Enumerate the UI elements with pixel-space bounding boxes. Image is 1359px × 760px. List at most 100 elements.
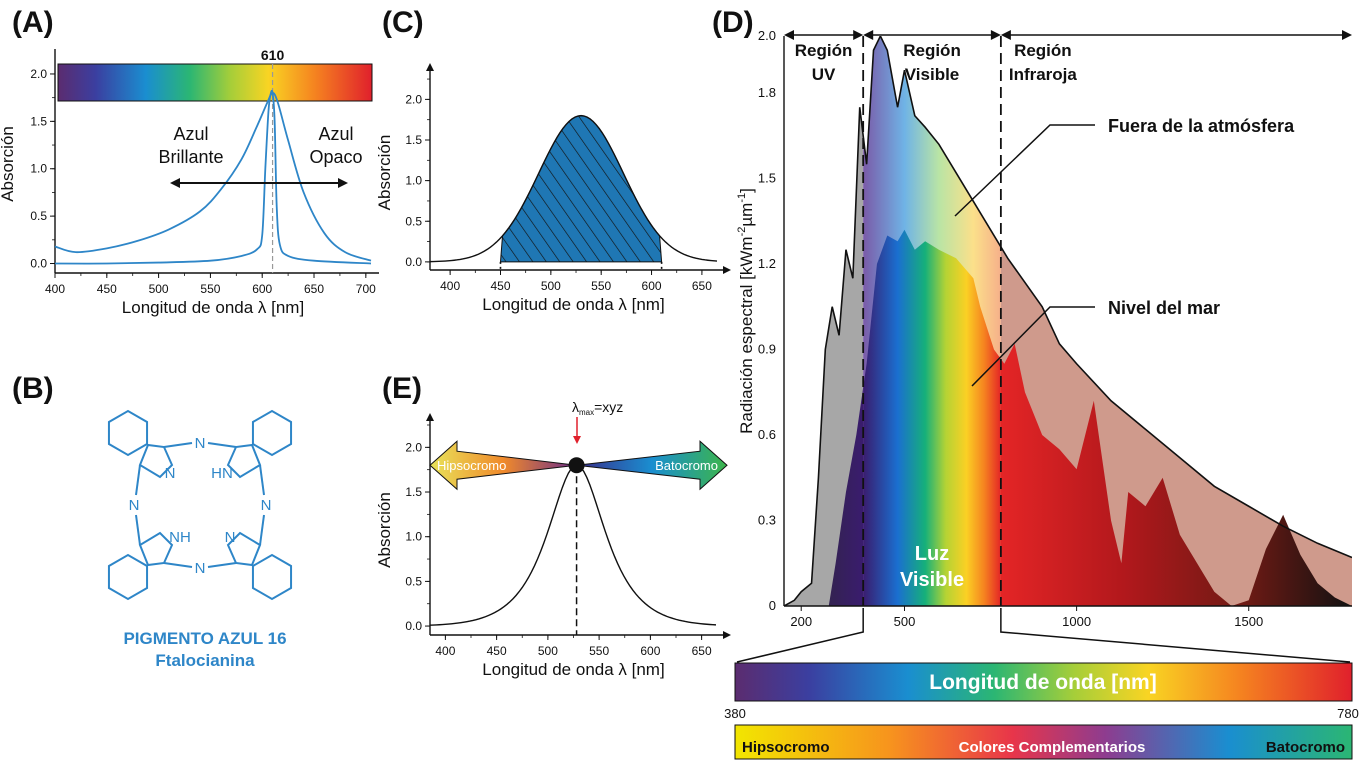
atom-label: N bbox=[195, 435, 206, 452]
wavelength-spectrum-bar bbox=[734, 662, 1353, 702]
x-tick-label: 1000 bbox=[1062, 614, 1091, 629]
callout-outside-line bbox=[954, 124, 1095, 217]
absorption-curve-2 bbox=[54, 89, 372, 265]
x-axis-arrow bbox=[723, 266, 731, 274]
y-axis-label: Absorción bbox=[375, 135, 394, 211]
callout-sea-line bbox=[971, 306, 1095, 387]
x-tick-label: 400 bbox=[45, 282, 65, 296]
complement-center-label: Colores Complementarios bbox=[959, 739, 1146, 756]
zoom-line-left bbox=[736, 608, 864, 663]
annotation-brillante: Brillante bbox=[158, 147, 223, 167]
batocromo-label: Batocromo bbox=[655, 458, 718, 473]
outside-atmosphere-curve bbox=[784, 36, 1352, 606]
y-axis-label: Absorción bbox=[0, 126, 17, 202]
region-arrow-right-2 bbox=[990, 30, 1001, 40]
y-tick-label: 0.5 bbox=[405, 574, 422, 588]
x-tick-label: 500 bbox=[894, 614, 916, 629]
benzene-ring bbox=[107, 553, 149, 601]
region-arrow-right-1 bbox=[853, 30, 864, 40]
chart-d: 200 500 1000 1500 0 0.3 0.6 0.9 1.2 1.5 1.8 2.0 Radi… bbox=[736, 28, 1352, 663]
lambda-pointer-head bbox=[573, 436, 581, 444]
atom-label: NH bbox=[169, 529, 191, 546]
region-sublabel-2: Visible bbox=[905, 65, 960, 84]
callout-outside-label: Fuera de la atmósfera bbox=[1108, 116, 1295, 136]
y-tick-label: 0.0 bbox=[30, 257, 47, 271]
absorption-curve-1 bbox=[54, 92, 372, 262]
y-tick-label: 0 bbox=[769, 598, 776, 613]
y-axis-arrow bbox=[426, 413, 434, 421]
callout-sea-label: Nivel del mar bbox=[1108, 298, 1220, 318]
x-tick-label: 1500 bbox=[1234, 614, 1263, 629]
atom-label: N bbox=[195, 560, 206, 577]
chart-a: 400 450 500 550 600 650 700 0.0 0.5 1.0 1.5 2.0 Long… bbox=[0, 47, 379, 317]
pyrrole-ring bbox=[226, 443, 262, 479]
region-sublabel-3: Infraroja bbox=[1009, 65, 1078, 84]
x-tick-label: 200 bbox=[790, 614, 812, 629]
x-tick-label: 400 bbox=[440, 279, 460, 293]
x-tick-label: 700 bbox=[356, 282, 376, 296]
x-tick-label: 550 bbox=[591, 279, 611, 293]
x-tick-label: 650 bbox=[692, 279, 712, 293]
meso-bond bbox=[135, 514, 141, 546]
pyrrole-ring bbox=[138, 531, 174, 567]
y-axis-label: Absorción bbox=[375, 492, 394, 568]
y-tick-label: 1.8 bbox=[758, 85, 776, 100]
annotation-opaco: Opaco bbox=[309, 147, 362, 167]
y-tick-label: 2.0 bbox=[405, 440, 422, 454]
lambda-max-label: λmax=xyz bbox=[572, 399, 623, 417]
hipsocromo-label: Hipsocromo bbox=[437, 458, 506, 473]
absorption-curve bbox=[429, 114, 718, 263]
panel-label-e: (E) bbox=[382, 372, 422, 405]
lambda-symbol: λ bbox=[572, 399, 579, 415]
pyrrole-ring bbox=[226, 531, 262, 567]
meso-bond bbox=[259, 514, 265, 546]
region-label-1: Región bbox=[795, 41, 853, 60]
x-tick-label: 500 bbox=[149, 282, 169, 296]
x-tick-label: 600 bbox=[642, 279, 662, 293]
x-tick-label: 600 bbox=[640, 644, 660, 658]
region-label-2: Región bbox=[903, 41, 961, 60]
y-axis-arrow bbox=[426, 63, 434, 71]
lambda-value: =xyz bbox=[594, 399, 623, 415]
meso-bond bbox=[259, 464, 265, 496]
y-tick-label: 0.5 bbox=[30, 209, 47, 223]
pigment-caption: PIGMENTO AZUL 16 Ftalocianina bbox=[95, 628, 315, 672]
annotation-azul-left: Azul bbox=[173, 124, 208, 144]
visible-label: Visible bbox=[900, 569, 964, 591]
y-tick-label: 1.2 bbox=[758, 256, 776, 271]
y-tick-label: 0.0 bbox=[405, 619, 422, 633]
shift-arrow-right-head bbox=[338, 178, 348, 188]
y-tick-label: 0.9 bbox=[758, 342, 776, 357]
luz-label: Luz bbox=[915, 543, 949, 565]
x-tick-label: 450 bbox=[97, 282, 117, 296]
atom-label: N bbox=[225, 529, 236, 546]
y-tick-label: 2.0 bbox=[30, 67, 47, 81]
benzene-ring bbox=[107, 409, 149, 457]
batocromo-arrow bbox=[576, 440, 728, 491]
complement-right-label: Batocromo bbox=[1266, 739, 1345, 756]
benzene-ring bbox=[251, 553, 293, 601]
y-axis-label-part: µm bbox=[737, 203, 756, 227]
complementary-colors-bar bbox=[734, 724, 1353, 760]
region-arrow-left-3 bbox=[1000, 30, 1011, 40]
peak-point bbox=[568, 457, 585, 474]
panel-label-c: (C) bbox=[382, 6, 424, 39]
atom-label: N bbox=[261, 497, 272, 514]
wavelength-max-label: 780 bbox=[1337, 706, 1359, 721]
pigment-subtitle: Ftalocianina bbox=[155, 651, 255, 670]
peak-marker-label: 610 bbox=[261, 47, 285, 63]
hipsocromo-arrow bbox=[429, 440, 577, 491]
chart-c: 400 450 500 550 600 650 0.0 0.5 1.0 1.5 2.0 Longitu… bbox=[375, 63, 731, 314]
x-tick-label: 650 bbox=[692, 644, 712, 658]
color-spectrum-bar bbox=[57, 63, 373, 102]
y-tick-label: 1.5 bbox=[405, 133, 422, 147]
y-tick-label: 0.3 bbox=[758, 513, 776, 528]
x-tick-label: 650 bbox=[304, 282, 324, 296]
meso-bond bbox=[207, 442, 237, 448]
wavelength-min-label: 380 bbox=[724, 706, 746, 721]
y-tick-label: 1.0 bbox=[405, 530, 422, 544]
spectrum-bars: Longitud de onda [nm] 380 780 Hipsocromo Col… bbox=[724, 662, 1359, 760]
wavelength-bar-label: Longitud de onda [nm] bbox=[929, 671, 1156, 694]
